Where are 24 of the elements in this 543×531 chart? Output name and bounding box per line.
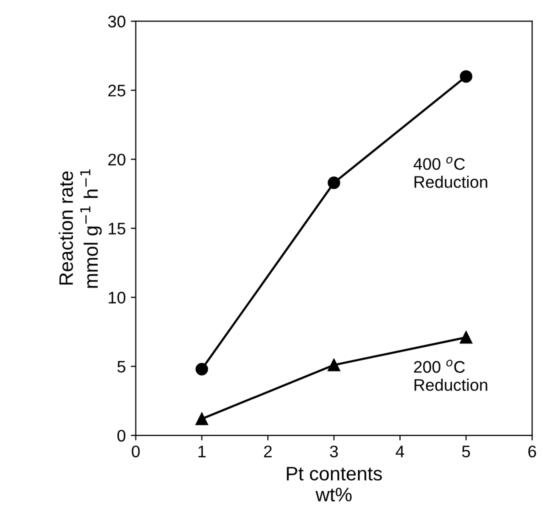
point <box>196 412 208 426</box>
x-tick-label: 4 <box>396 446 404 458</box>
x-tick-label: 6 <box>528 446 536 458</box>
point <box>460 331 472 344</box>
y-tick-label: 20 <box>108 154 126 166</box>
point <box>328 358 340 372</box>
y-tick-label: 5 <box>117 360 126 373</box>
point <box>460 70 472 83</box>
x-tick-label: 5 <box>462 446 470 458</box>
x-tick-label: 2 <box>264 446 272 458</box>
point <box>196 362 208 376</box>
y-axis-title: Reaction rate mmol g$^{−1}$ h$^{−1}$ <box>58 169 102 288</box>
y-tick-label: 15 <box>108 222 126 235</box>
y-tick-label: 10 <box>108 292 126 304</box>
x-axis-title: Pt contents wt% <box>286 466 382 502</box>
y-tick-label: 0 <box>117 430 126 442</box>
x-tick-label: 0 <box>132 446 140 458</box>
x-tick-label: 3 <box>330 446 338 458</box>
x-tick-label: 1 <box>198 446 206 458</box>
y-tick-label: 30 <box>108 16 126 28</box>
annotation: 200 $^{o}$C Reduction <box>414 360 488 391</box>
y-tick-label: 25 <box>108 84 126 96</box>
point <box>328 176 340 190</box>
annotation: 400 $^{o}$C Reduction <box>414 156 488 188</box>
